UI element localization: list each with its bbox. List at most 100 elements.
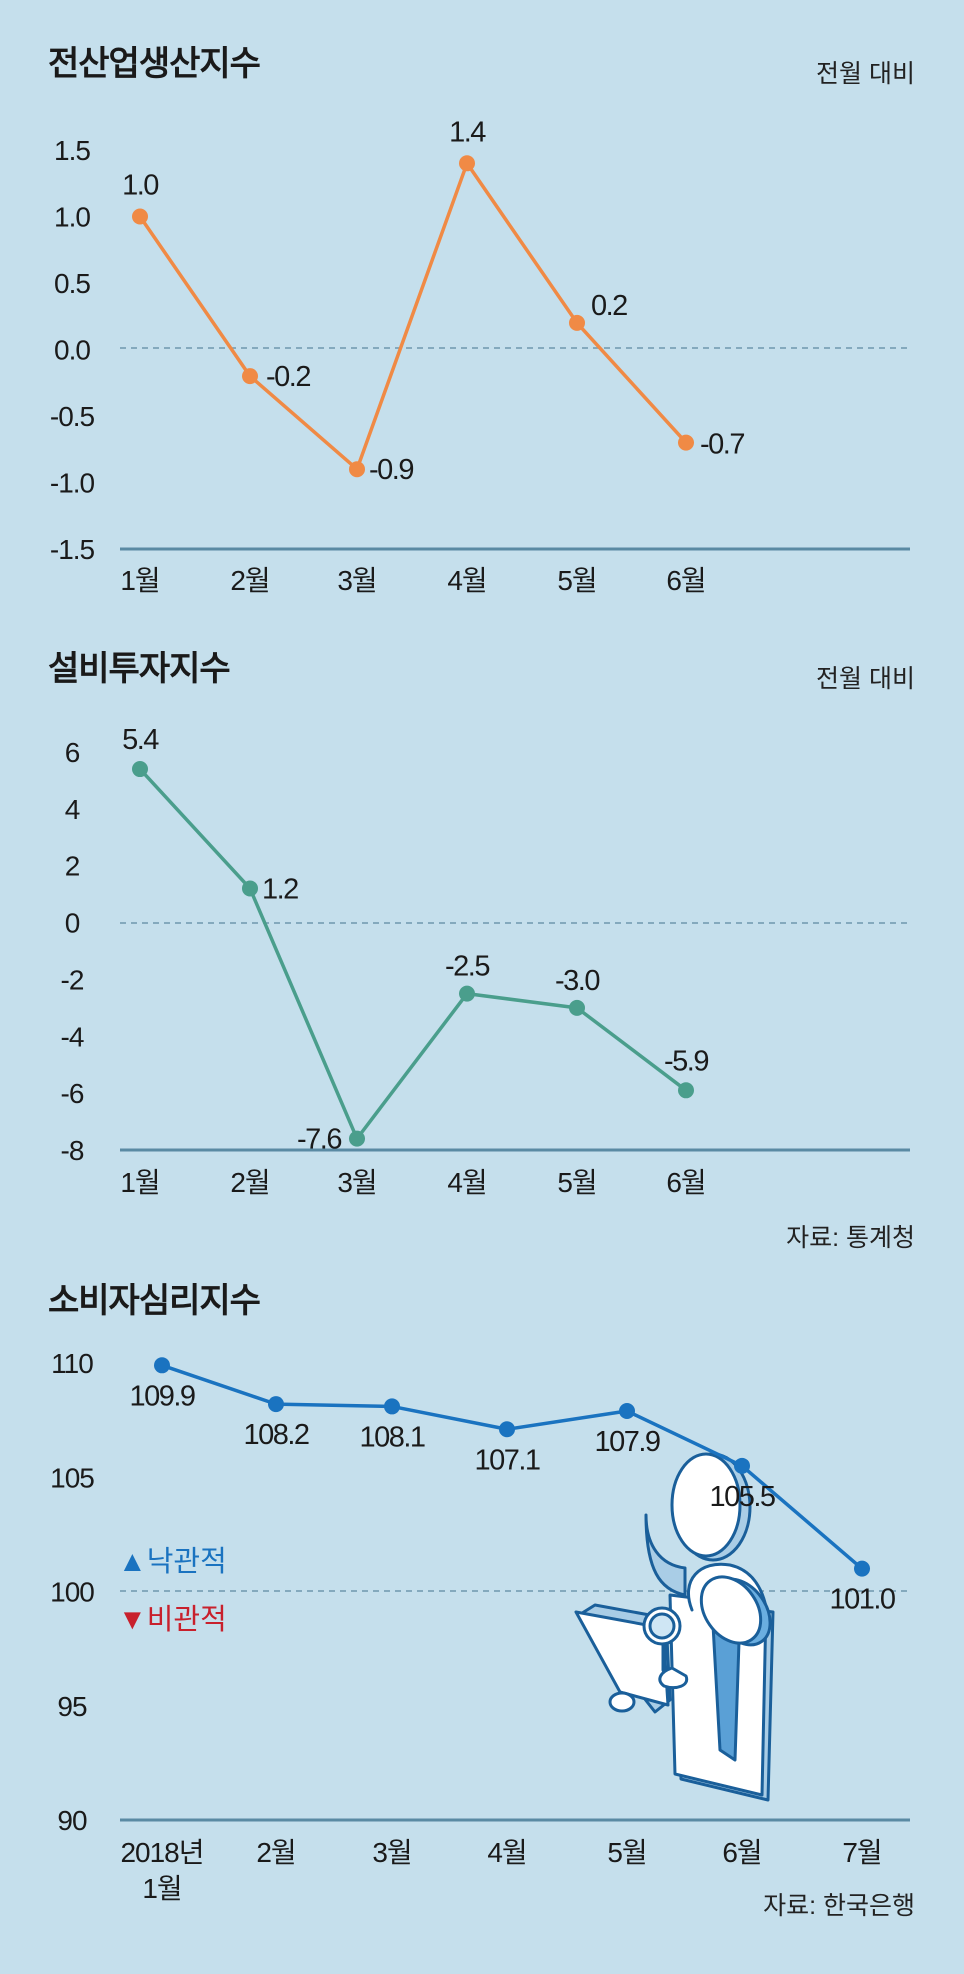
data-label: 109.9 [129,1380,194,1412]
data-label: -5.9 [664,1045,708,1077]
chart-note: 전월 대비 [816,665,915,693]
y-tick-label: 1.5 [54,135,90,166]
chart-facility-investment: 설비투자지수 전월 대비 6 4 2 0 -2 -4 -6 -8 1월 2월 3월 4월 5월 6월 5… [48,650,915,1252]
x-tick-label: 1월 [120,565,159,596]
data-label: -7.6 [297,1124,341,1156]
y-tick-label: 95 [57,1691,87,1722]
chart-consumer-sentiment: 소비자심리지수 ▲낙관적 ▼비관적 110 105 100 95 90 [48,1282,915,1920]
data-point [854,1560,870,1577]
data-label: 107.9 [594,1426,659,1458]
data-label: -3.0 [555,965,599,997]
y-axis: 6 4 2 0 -2 -4 -6 -8 [61,737,85,1166]
x-tick-label: 7월 [842,1837,881,1868]
x-tick-label: 4월 [447,1167,486,1198]
y-tick-label: -0.5 [50,401,95,432]
data-point [132,761,148,778]
y-tick-label: 0 [65,908,80,939]
data-label: 101.0 [829,1584,894,1616]
x-axis: 2018년 1월 2월 3월 4월 5월 6월 7월 [120,1837,882,1904]
data-label: 105.5 [709,1481,774,1513]
data-point [154,1357,170,1374]
data-point [734,1457,750,1474]
x-axis: 1월 2월 3월 4월 5월 6월 [120,565,706,596]
y-axis: 1.5 1.0 0.5 0.0 -0.5 -1.0 -1.5 [50,135,96,565]
y-tick-label: 1.0 [54,202,90,233]
data-label: 0.2 [591,290,627,322]
x-tick-label: 2018년 1월 [120,1837,203,1904]
x-tick-label: 5월 [557,565,596,596]
y-tick-label: 0.0 [54,335,90,366]
chart-title: 소비자심리지수 [48,1282,261,1320]
x-tick-label: 3월 [337,1167,376,1198]
data-label: 1.2 [262,873,298,905]
data-label: 1.4 [449,116,486,148]
y-tick-label: 2 [65,851,80,882]
data-point [242,368,258,385]
y-tick-label: -8 [61,1135,84,1166]
data-point [384,1398,400,1415]
legend-optimistic: ▲낙관적 [118,1546,227,1578]
data-label: -0.2 [266,361,310,393]
chart-note: 전월 대비 [816,60,915,88]
series: 109.9 108.2 108.1 107.1 107.9 105.5 101.0 [129,1357,896,1616]
data-point [349,1130,365,1147]
x-axis: 1월 2월 3월 4월 5월 6월 [120,1167,706,1198]
y-axis: 110 105 100 95 90 [50,1348,95,1836]
source-note: 자료: 통계청 [786,1224,915,1252]
data-label: 5.4 [122,724,159,756]
x-tick-label: 2월 [230,1167,269,1198]
x-tick-label: 3월 [372,1837,411,1868]
legend-pessimistic: ▼비관적 [118,1604,227,1636]
series-line [138,767,688,1141]
series: 5.4 1.2 -7.6 -2.5 -3.0 -5.9 [122,724,710,1156]
y-tick-label: -6 [61,1078,84,1109]
data-label: -0.9 [369,454,413,486]
y-tick-label: 90 [57,1805,87,1836]
x-tick-label: 5월 [557,1167,596,1198]
data-point [459,155,475,172]
x-tick-label: 6월 [722,1837,761,1868]
y-tick-label: -1.0 [50,468,95,499]
data-label: 108.1 [359,1421,424,1453]
data-label: 107.1 [474,1444,539,1476]
x-tick-label: 5월 [607,1837,646,1868]
data-point [459,985,475,1002]
data-label: 1.0 [122,170,158,202]
person-with-magnifier-illustration [574,1452,775,1802]
data-label: 108.2 [243,1419,308,1451]
data-label: -0.7 [700,429,744,461]
data-point [242,880,258,897]
x-tick-label: 6월 [666,565,705,596]
chart-title: 설비투자지수 [48,650,230,688]
y-tick-label: 110 [51,1348,93,1379]
y-tick-label: 100 [50,1577,94,1608]
data-point [132,208,148,225]
y-tick-label: 4 [65,794,80,825]
x-tick-label: 1월 [120,1167,159,1198]
series: 1.0 -0.2 -0.9 1.4 0.2 -0.7 [122,116,746,486]
x-tick-label: 4월 [447,565,486,596]
x-tick-label: 4월 [487,1837,526,1868]
x-tick-label: 6월 [666,1167,705,1198]
data-label: -2.5 [445,951,489,983]
y-tick-label: -1.5 [50,534,95,565]
data-point [499,1421,515,1438]
data-point [619,1402,635,1419]
data-point [569,999,585,1016]
data-point [678,1082,694,1099]
y-tick-label: 6 [65,737,80,768]
series-line [138,161,688,471]
chart-industrial-production: 전산업생산지수 전월 대비 1.5 1.0 0.5 0.0 -0.5 -1.0 -1.5 1… [48,45,915,596]
y-tick-label: -4 [61,1021,84,1052]
data-point [349,461,365,478]
x-tick-label: 3월 [337,565,376,596]
data-point [268,1396,284,1413]
chart-title: 전산업생산지수 [48,45,261,83]
x-tick-label: 2월 [256,1837,295,1868]
x-tick-label: 2월 [230,565,269,596]
data-point [569,314,585,331]
data-point [678,434,694,451]
y-tick-label: 105 [50,1462,94,1493]
y-tick-label: -2 [61,964,84,995]
